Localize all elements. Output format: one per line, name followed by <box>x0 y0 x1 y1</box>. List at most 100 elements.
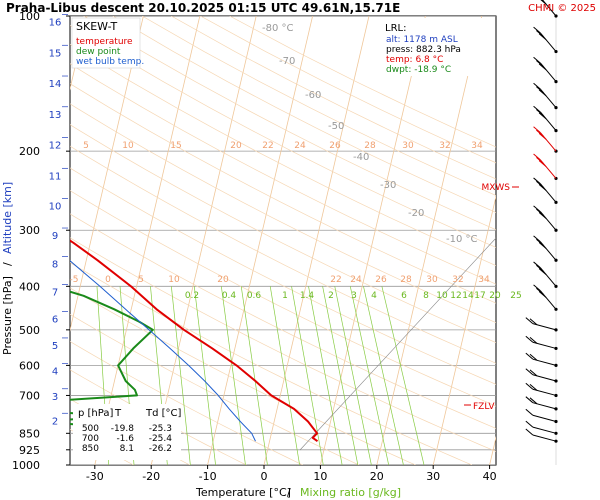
x-tick-label: 10 <box>313 470 327 483</box>
mixing-ratio-2 <box>193 286 216 465</box>
dry-adiabat-350 <box>70 167 496 385</box>
lrl-box <box>381 18 494 76</box>
dry-adiabat-270 <box>70 369 247 465</box>
upper-orange-label: 26 <box>329 141 341 151</box>
wind-barb-feather <box>533 56 541 64</box>
wind-barb-feather <box>538 160 547 168</box>
mixing-ratio-12 <box>322 286 359 465</box>
wind-barb-feather <box>533 205 541 213</box>
mixing-ratio-0.2 <box>59 286 67 465</box>
pressure-tick-label: 850 <box>19 427 40 440</box>
mixing-ratio-label: 4 <box>371 291 377 301</box>
level-table-header: T <box>114 408 122 419</box>
mixing-ratio-1.4 <box>170 286 191 465</box>
x-tick-label: -30 <box>86 470 104 483</box>
dry-adiabat-360 <box>70 145 496 364</box>
wind-barb-feather <box>525 335 534 343</box>
wind-barb-feather <box>525 428 534 436</box>
wind-barb-staff <box>532 434 557 442</box>
isotherm--40 <box>70 16 144 332</box>
lrl-title: LRL: <box>385 23 406 34</box>
altitude-tick-label: 11 <box>49 171 62 182</box>
altitude-tick-label: 6 <box>52 315 58 326</box>
legend-box <box>71 17 141 69</box>
wind-barb-feather <box>538 212 547 219</box>
wind-panel <box>520 16 596 465</box>
dry-adiabat-450 <box>141 16 496 196</box>
wind-barb-feather <box>533 82 541 90</box>
x-axis-title: Temperature [°C] <box>195 486 291 499</box>
wind-barb-feather <box>525 396 534 404</box>
mid-orange-label: 10 <box>168 275 180 285</box>
wind-barb-feather <box>525 382 534 390</box>
x-tick-label: 20 <box>370 470 384 483</box>
wind-barb-feather <box>536 109 544 116</box>
wind-barb-feather <box>525 420 534 428</box>
wind-barb-staff <box>532 414 557 422</box>
wind-barb-feather <box>529 336 538 344</box>
level-table-header: p [hPa] <box>78 408 113 419</box>
lrl-press: press: 882.3 hPa <box>386 45 461 55</box>
wind-barb-feather <box>529 383 538 391</box>
level-table-cell: 8.1 <box>120 444 134 454</box>
altitude-tick-label: 5 <box>52 341 58 352</box>
mixing-ratio-8 <box>291 286 324 465</box>
mixing-ratio-label: 17 <box>474 291 485 301</box>
isotherm-label: -10 °C <box>446 234 478 245</box>
isotherm-label: -30 <box>380 180 396 191</box>
altitude-tick-label: 2 <box>52 416 58 427</box>
altitude-tick-label: 8 <box>52 260 58 271</box>
mid-orange-label: 24 <box>350 275 362 285</box>
wind-barb-feather <box>533 153 541 161</box>
upper-orange-label: 24 <box>294 141 306 151</box>
dry-adiabat-370 <box>70 124 496 343</box>
dry-adiabat-440 <box>112 16 496 213</box>
wind-barb-feather <box>525 368 534 376</box>
level-table-cell: 700 <box>82 434 99 444</box>
y-axis-title: Pressure [hPa] <box>1 276 14 355</box>
y-axis-title-group: Pressure [hPa] / Altitude [km] <box>1 182 14 355</box>
dry-adiabat-290 <box>70 313 360 465</box>
pressure-tick-label: 700 <box>19 389 40 402</box>
level-table-cell: -19.8 <box>111 424 135 434</box>
mixing-ratio-label: 2 <box>328 291 334 301</box>
x-tick-label: 0 <box>261 470 268 483</box>
wind-barb-feather <box>536 129 544 137</box>
wind-barb-feather <box>529 397 538 405</box>
mxws-label: MXWS <box>481 183 510 193</box>
dry-adiabat-330 <box>70 213 496 429</box>
y-axis-separator: / <box>1 262 14 266</box>
dry-adiabat-340 <box>70 190 496 407</box>
reference-line <box>299 237 496 451</box>
level-table-cell: 500 <box>82 424 99 434</box>
upper-orange-label: 10 <box>122 141 134 151</box>
isotherm-label: -40 <box>353 152 369 163</box>
level-table-cell: -26.2 <box>149 444 172 454</box>
wind-barb-feather <box>538 291 547 298</box>
isotherm-label: -80 °C <box>262 23 294 34</box>
level-table-cell: -25.4 <box>149 434 173 444</box>
mixing-ratio-label: 8 <box>423 291 429 301</box>
upper-orange-label: 22 <box>262 141 273 151</box>
upper-orange-label: 34 <box>471 141 483 151</box>
wind-barb-feather <box>525 352 534 360</box>
wind-barb-feather <box>533 261 541 269</box>
altitude-tick-label: 13 <box>49 110 62 121</box>
pressure-tick-label: 500 <box>19 324 40 337</box>
level-table-bg <box>73 404 181 460</box>
mixing-ratio-label: 25 <box>510 291 521 301</box>
upper-orange-label: 28 <box>364 141 376 151</box>
isotherm-label: -20 <box>408 208 424 219</box>
wind-barb-feather <box>536 208 544 216</box>
legend-temperature: temperature <box>76 37 133 47</box>
wind-barb-feather <box>538 133 547 140</box>
dry-adiabat-420 <box>70 25 496 248</box>
mixing-ratio-20 <box>363 286 404 465</box>
isotherm--30 <box>94 16 201 465</box>
level-table-cell: -1.6 <box>116 434 134 444</box>
y-axis-title-2: Altitude [km] <box>1 182 14 254</box>
wind-barb-feather <box>536 287 544 295</box>
wind-barb-staff <box>532 426 557 434</box>
mid-orange-label: 28 <box>400 275 412 285</box>
mixing-ratio-14 <box>334 286 372 465</box>
